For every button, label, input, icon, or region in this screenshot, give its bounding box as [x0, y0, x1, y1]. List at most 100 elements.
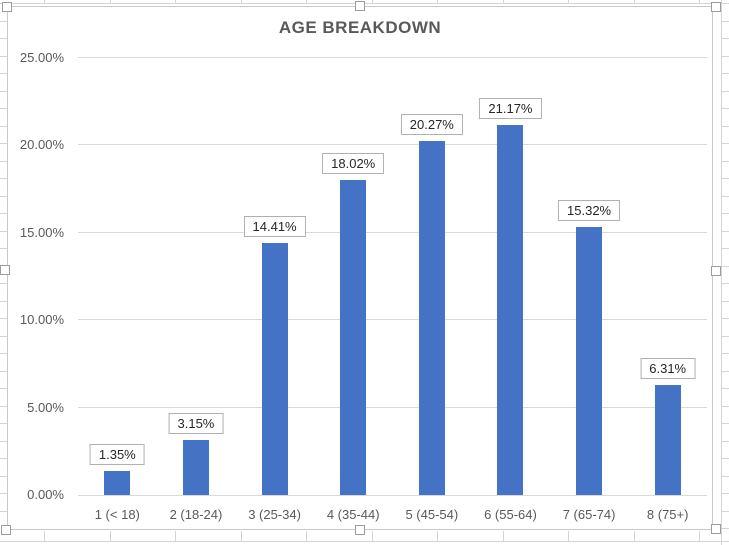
worksheet-gridline-segment: [0, 388, 7, 389]
worksheet-gridline-segment: [568, 0, 569, 3]
category-label[interactable]: 6 (55-64): [484, 507, 537, 522]
worksheet-gridline-segment: [722, 440, 729, 442]
worksheet-gridline-segment: [0, 160, 7, 162]
worksheet-gridline-segment: [306, 0, 307, 3]
worksheet-gridline-segment: [722, 300, 729, 302]
bar[interactable]: [182, 439, 209, 495]
worksheet-gridline-segment: [372, 531, 373, 541]
worksheet-gridline-segment: [722, 353, 729, 354]
worksheet-gridline-segment: [0, 510, 7, 512]
category-cell: 3.15% 2 (18-24): [157, 58, 236, 522]
worksheet-gridline-segment: [722, 283, 729, 284]
bar-data-label[interactable]: 1.35%: [89, 444, 145, 466]
y-axis[interactable]: 0.00% 5.00% 10.00% 15.00% 20.00% 25.00%: [8, 50, 64, 502]
worksheet-gridline-segment: [722, 90, 729, 92]
worksheet-gridline-segment: [0, 541, 729, 542]
y-axis-tick-label[interactable]: 20.00%: [19, 137, 64, 153]
worksheet-gridline-segment: [0, 423, 7, 424]
worksheet-gridline-segment: [0, 55, 7, 57]
worksheet-gridline-segment: [0, 73, 7, 74]
worksheet-gridline-segment: [0, 195, 7, 197]
worksheet-gridline-segment: [175, 531, 176, 541]
worksheet-gridline-segment: [722, 248, 729, 249]
bar[interactable]: [497, 124, 524, 495]
worksheet-gridline-segment: [722, 55, 729, 57]
category-label[interactable]: 7 (65-74): [562, 507, 616, 522]
resize-handle-top-left[interactable]: [2, 2, 12, 12]
worksheet-gridline-segment: [722, 73, 729, 74]
worksheet-gridline-segment: [722, 528, 729, 529]
worksheet-gridline-segment: [110, 531, 111, 541]
resize-handle-bottom-right[interactable]: [711, 524, 721, 534]
bar-data-label[interactable]: 20.27%: [400, 113, 463, 135]
plot-gridline: [78, 231, 707, 233]
worksheet-gridline-segment: [44, 0, 45, 3]
category-label[interactable]: 8 (75+): [646, 507, 689, 522]
worksheet-gridline-segment: [634, 0, 635, 3]
worksheet-gridline-segment: [0, 108, 7, 109]
y-axis-tick-label[interactable]: 10.00%: [19, 312, 64, 328]
worksheet-gridline-segment: [0, 318, 7, 319]
worksheet-gridline-segment: [722, 20, 729, 22]
resize-handle-bottom-left[interactable]: [1, 525, 11, 535]
bar[interactable]: [576, 227, 603, 495]
worksheet-gridline-segment: [721, 0, 722, 545]
resize-handle-middle-right[interactable]: [711, 266, 721, 276]
category-label[interactable]: 5 (45-54): [405, 507, 459, 522]
worksheet-gridline-segment: [722, 370, 729, 372]
bar-data-label[interactable]: 14.41%: [243, 216, 306, 238]
worksheet-gridline-segment: [722, 423, 729, 424]
bar[interactable]: [104, 471, 131, 495]
worksheet-gridline-segment: [0, 493, 7, 494]
category-cell: 14.41% 3 (25-34): [235, 58, 314, 522]
bar[interactable]: [261, 243, 288, 495]
bar-data-label[interactable]: 15.32%: [558, 200, 621, 222]
worksheet-gridline-segment: [0, 20, 7, 22]
bar[interactable]: [418, 140, 445, 495]
worksheet-gridline-segment: [44, 531, 45, 541]
chart-title[interactable]: AGE BREAKDOWN: [278, 18, 442, 37]
resize-handle-top-right[interactable]: [711, 2, 721, 12]
y-axis-tick-label[interactable]: 5.00%: [27, 399, 64, 415]
worksheet-gridline-segment: [503, 531, 504, 541]
category-cell: 6.31% 8 (75+): [628, 58, 707, 522]
chart-object[interactable]: AGE BREAKDOWN 0.00% 5.00% 10.00% 15.00% 20.0…: [7, 6, 713, 530]
worksheet-gridline-segment: [0, 475, 7, 477]
bar-data-label[interactable]: 6.31%: [640, 357, 696, 379]
worksheet-gridline-segment: [0, 440, 7, 442]
category-label[interactable]: 1 (< 18): [94, 507, 140, 522]
worksheet-gridline-segment: [372, 0, 373, 3]
category-label[interactable]: 2 (18-24): [169, 507, 223, 522]
worksheet-gridline-segment: [699, 0, 700, 3]
worksheet-gridline-segment: [0, 405, 7, 407]
worksheet-gridline-segment: [0, 300, 7, 302]
worksheet-gridline-segment: [722, 475, 729, 477]
bar-data-label[interactable]: 21.17%: [479, 97, 542, 119]
y-axis-tick-label[interactable]: 15.00%: [19, 224, 64, 240]
y-axis-tick-label[interactable]: 25.00%: [19, 50, 64, 65]
category-label[interactable]: 4 (35-44): [326, 507, 380, 522]
bar[interactable]: [654, 384, 681, 495]
worksheet-gridline-segment: [722, 405, 729, 407]
worksheet-gridline-segment: [699, 531, 700, 541]
category-cell: 15.32% 7 (65-74): [550, 58, 629, 522]
worksheet-gridline-segment: [0, 125, 7, 127]
resize-handle-top-middle[interactable]: [355, 1, 365, 11]
plot-area: 1.35% 1 (< 18) 3.15% 2 (18-24) 14.41% 3 (25-3…: [78, 57, 707, 522]
y-axis-tick-label[interactable]: 0.00%: [27, 487, 64, 502]
resize-handle-middle-left[interactable]: [0, 265, 10, 275]
worksheet-gridline-segment: [634, 531, 635, 541]
plot-gridline: [78, 406, 707, 408]
worksheet-gridline-segment: [0, 38, 7, 39]
worksheet-gridline-segment: [241, 0, 242, 3]
bar-data-label[interactable]: 3.15%: [168, 412, 224, 434]
worksheet-gridline-segment: [722, 195, 729, 197]
worksheet-gridline-segment: [722, 178, 729, 179]
bar[interactable]: [340, 180, 367, 495]
worksheet-gridline-segment: [0, 230, 7, 232]
bar-data-label[interactable]: 18.02%: [322, 153, 385, 175]
worksheet-gridline-segment: [722, 265, 729, 267]
resize-handle-bottom-middle[interactable]: [355, 525, 365, 535]
worksheet-gridline-segment: [722, 335, 729, 337]
category-label[interactable]: 3 (25-34): [248, 507, 301, 522]
